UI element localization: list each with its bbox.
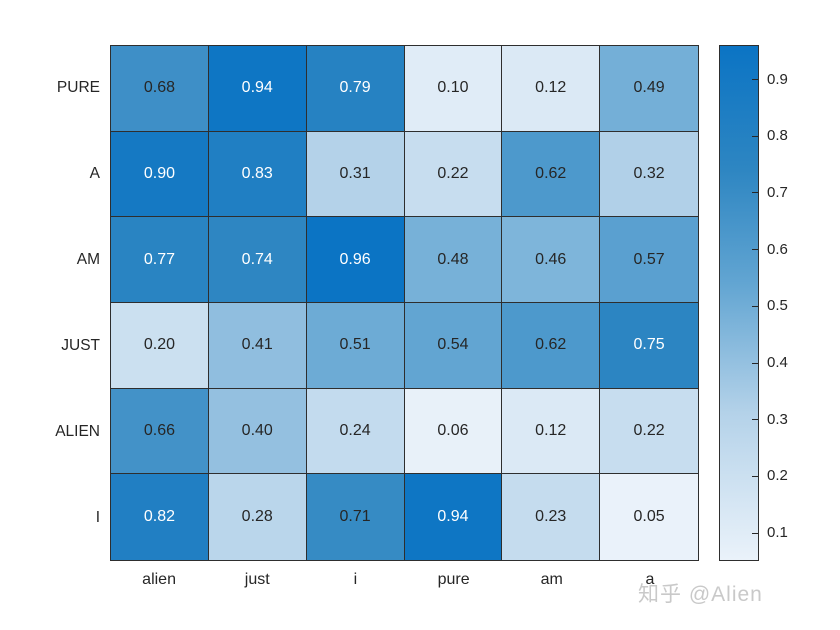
heatmap-cell: 0.05 (600, 474, 698, 560)
heatmap-cell: 0.62 (502, 131, 601, 218)
heatmap-cell: 0.12 (502, 46, 601, 132)
colorbar-tick (752, 79, 758, 80)
colorbar-tick-label: 0.1 (767, 524, 788, 542)
colorbar-tick (752, 362, 758, 364)
heatmap-cell: 0.23 (502, 474, 601, 560)
heatmap-cell: 0.20 (111, 302, 209, 389)
heatmap-cell: 0.41 (208, 302, 307, 389)
heatmap-cell: 0.96 (306, 217, 405, 303)
watermark: 知乎 @Alien (638, 583, 763, 606)
x-axis-labels: alien just i pure am a (110, 562, 699, 594)
colorbar-tick (752, 305, 758, 307)
y-axis-label: PURE (56, 79, 100, 96)
heatmap-cell: 0.71 (306, 474, 405, 560)
y-axis-label: JUST (61, 337, 100, 354)
heatmap-cell: 0.90 (111, 131, 209, 218)
heatmap-cell: 0.68 (111, 46, 209, 132)
heatmap-cell: 0.94 (208, 46, 307, 132)
heatmap-cell: 0.48 (404, 217, 503, 303)
heatmap-cell: 0.32 (600, 131, 698, 218)
heatmap-cell: 0.54 (404, 302, 503, 389)
colorbar-tick-label: 0.5 (767, 297, 788, 315)
heatmap-cell: 0.82 (111, 474, 209, 560)
colorbar-tick (752, 192, 758, 194)
colorbar-tick (752, 135, 758, 137)
heatmap-cell: 0.28 (208, 474, 307, 560)
heatmap-grid: 0.68 0.94 0.79 0.10 0.12 0.49 0.90 0.83 0.31 0.22… (110, 45, 699, 561)
heatmap-cell: 0.40 (208, 388, 307, 475)
heatmap-cell: 0.46 (502, 217, 601, 303)
heatmap-cell: 0.77 (111, 217, 209, 303)
heatmap-cell: 0.57 (600, 217, 698, 303)
colorbar-tick-label: 0.7 (767, 183, 788, 201)
heatmap-cell: 0.24 (306, 388, 405, 475)
heatmap-cell: 0.79 (306, 46, 405, 132)
colorbar-tick (752, 249, 758, 251)
heatmap-cell: 0.22 (600, 388, 698, 475)
y-axis-label: AM (76, 251, 100, 268)
y-axis-labels: PURE A AM JUST ALIEN I (0, 45, 100, 561)
heatmap-cell: 0.74 (208, 217, 307, 303)
heatmap-cell: 0.51 (306, 302, 405, 389)
heatmap-cell: 0.31 (306, 131, 405, 218)
x-axis-label: a (645, 571, 655, 588)
heatmap-cell: 0.62 (502, 302, 601, 389)
colorbar-tick (752, 475, 758, 477)
y-axis-label: ALIEN (55, 423, 100, 440)
colorbar-tick-label: 0.6 (767, 240, 788, 258)
heatmap-cell: 0.75 (600, 302, 698, 389)
y-axis-label: A (89, 165, 100, 182)
heatmap-cell: 0.94 (404, 474, 503, 560)
heatmap-cell: 0.10 (404, 46, 503, 132)
colorbar-tick-label: 0.2 (767, 467, 788, 485)
colorbar-tick-label: 0.8 (767, 127, 788, 145)
x-axis-label: just (244, 571, 270, 588)
x-axis-label: alien (142, 571, 176, 588)
heatmap-cell: 0.22 (404, 131, 503, 218)
colorbar-tick-label: 0.9 (767, 70, 788, 88)
x-axis-label: i (353, 571, 358, 588)
heatmap-cell: 0.83 (208, 131, 307, 218)
colorbar (719, 45, 759, 561)
y-axis-label: I (95, 509, 100, 526)
colorbar-tick-label: 0.3 (767, 410, 788, 428)
heatmap-cell: 0.49 (600, 46, 698, 132)
x-axis-label: am (540, 571, 563, 588)
heatmap-cell: 0.06 (404, 388, 503, 475)
colorbar-tick (752, 419, 758, 421)
heatmap-cell: 0.12 (502, 388, 601, 475)
x-axis-label: pure (437, 571, 470, 588)
colorbar-tick (752, 532, 758, 534)
colorbar-tick-label: 0.4 (767, 354, 788, 371)
heatmap-cell: 0.66 (111, 388, 209, 475)
